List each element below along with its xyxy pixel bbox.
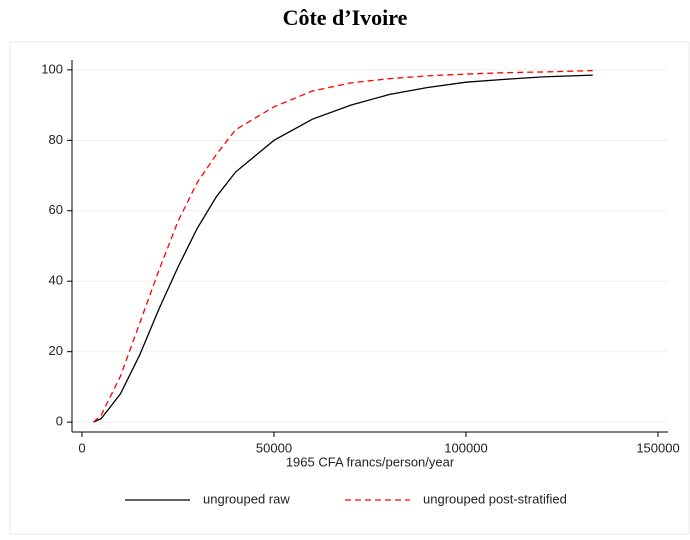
chart-title: Côte d’Ivoire — [283, 5, 408, 30]
x-tick-label: 0 — [78, 440, 85, 455]
y-tick-label: 40 — [49, 273, 63, 288]
y-tick-label: 80 — [49, 132, 63, 147]
x-tick-label: 50000 — [256, 440, 292, 455]
y-tick-label: 0 — [56, 414, 63, 429]
y-tick-label: 60 — [49, 202, 63, 217]
y-tick-label: 20 — [49, 343, 63, 358]
legend-label: ungrouped raw — [203, 491, 290, 506]
x-tick-label: 150000 — [636, 440, 679, 455]
plot-frame — [9, 41, 690, 535]
y-tick-label: 100 — [41, 61, 63, 76]
line-series — [93, 69, 593, 423]
x-axis-label: 1965 CFA francs/person/year — [286, 454, 455, 469]
line-series — [93, 74, 593, 423]
legend-label: ungrouped post-stratified — [423, 491, 567, 506]
x-tick-label: 100000 — [444, 440, 487, 455]
